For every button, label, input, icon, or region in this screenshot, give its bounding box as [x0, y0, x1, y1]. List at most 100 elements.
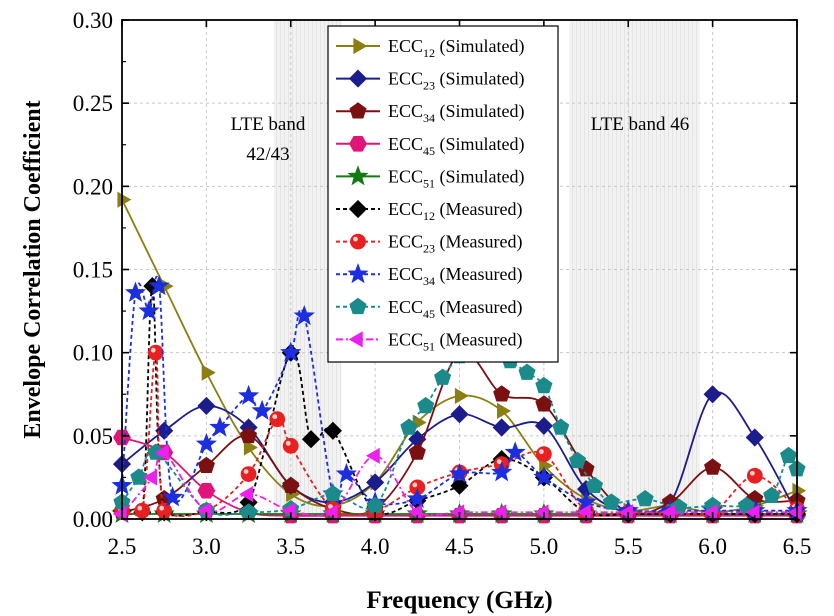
series-6-point	[269, 411, 286, 428]
series-7-point	[195, 432, 218, 454]
series-1-point	[703, 385, 722, 404]
series-3-point	[197, 482, 216, 499]
y-tick-label: 0.00	[73, 507, 113, 532]
series-6-point-highlight	[150, 347, 156, 353]
series-2-point	[493, 385, 511, 402]
series-6-point	[282, 437, 299, 454]
series-1-point	[534, 416, 553, 435]
legend-marker-2	[349, 102, 367, 119]
y-tick-label: 0.25	[73, 91, 113, 116]
series-7-point	[238, 384, 260, 405]
series-8-point	[585, 476, 604, 494]
x-tick-label: 4.0	[361, 534, 390, 559]
series-9-point	[143, 469, 158, 486]
series-6-point-highlight	[496, 459, 502, 465]
series-9-point	[450, 504, 465, 521]
series-1-point	[492, 418, 511, 437]
series-6-point-highlight	[159, 505, 165, 511]
legend-marker-0	[353, 37, 368, 55]
y-tick-label: 0.15	[73, 258, 113, 283]
series-2-point	[704, 458, 722, 475]
series-8-point	[552, 418, 570, 435]
y-axis-label: Envelope Correlation Coefficient	[20, 100, 46, 438]
series-6-point-highlight	[538, 449, 544, 455]
series-9-point	[745, 504, 760, 521]
series-8-point	[324, 485, 342, 502]
y-tick-label: 0.05	[73, 424, 113, 449]
series-0-point	[243, 439, 258, 456]
series-0-point	[201, 364, 216, 381]
x-tick-label: 5.5	[614, 534, 643, 559]
series-8-point	[535, 376, 553, 394]
series-6-point-highlight	[243, 469, 249, 474]
series-9-point	[661, 504, 676, 521]
series-7-point	[293, 304, 315, 326]
series-layer	[111, 191, 808, 524]
series-9-point	[703, 504, 718, 521]
legend-marker-3	[349, 135, 367, 152]
series-1-point	[450, 405, 469, 424]
series-8-point	[569, 451, 587, 469]
series-7-point	[148, 274, 170, 296]
series-9-point	[112, 505, 127, 523]
x-tick-label: 2.5	[108, 534, 137, 559]
series-9-point	[407, 504, 423, 521]
legend-entry-2: ECC34 (Simulated)	[388, 101, 525, 125]
series-line-5	[121, 285, 797, 517]
series-2-point	[408, 443, 426, 460]
series-8-point	[780, 446, 798, 464]
series-6-point	[535, 446, 552, 463]
band-labels: LTE band 42/43 LTE band 46	[231, 114, 690, 165]
legend-entry-6: ECC23 (Measured)	[388, 232, 522, 256]
series-2-point	[282, 476, 300, 494]
series-6-point-highlight	[137, 505, 143, 511]
series-9-point	[534, 504, 549, 521]
band-label-1: LTE band 46	[591, 114, 690, 135]
series-9-point	[197, 502, 212, 519]
series-7-point	[209, 416, 231, 437]
x-tick-label: 4.5	[445, 534, 474, 559]
series-7-point	[335, 462, 357, 484]
series-2-point	[197, 456, 215, 474]
series-6-point	[746, 467, 763, 484]
series-6-point-highlight	[285, 440, 291, 446]
legend-entry-4: ECC51 (Simulated)	[388, 166, 525, 190]
band-label-0: LTE band	[231, 114, 306, 135]
series-2-point	[240, 426, 258, 444]
legend-entry-0: ECC12 (Simulated)	[388, 36, 525, 60]
series-8-point	[636, 490, 654, 507]
x-tick-label: 6.0	[698, 534, 727, 559]
legend-marker-6	[350, 233, 366, 250]
series-5-point	[323, 421, 342, 440]
x-tick-label: 6.5	[783, 534, 812, 559]
series-9-point	[787, 504, 802, 521]
legend-marker-9	[348, 331, 363, 348]
series-7-point	[138, 299, 160, 321]
x-tick-label: 5.0	[530, 534, 559, 559]
series-8-point	[434, 368, 452, 385]
y-tick-label: 0.10	[73, 341, 113, 366]
x-axis-label: Frequency (GHz)	[366, 587, 552, 614]
series-8-point	[400, 418, 418, 435]
series-9-point	[619, 504, 633, 521]
series-8-point	[417, 396, 435, 414]
band-label-0-line2: 42/43	[246, 144, 289, 165]
series-7-point	[533, 466, 555, 487]
legend-marker-1	[348, 69, 368, 88]
series-7-point	[251, 399, 273, 420]
legend-entry-8: ECC45 (Measured)	[388, 297, 522, 321]
series-6-point	[240, 466, 257, 482]
legend-entry-9: ECC51 (Measured)	[388, 329, 522, 353]
legend-entry-1: ECC23 (Simulated)	[388, 69, 525, 93]
series-7-point	[575, 491, 597, 512]
series-8-point	[518, 363, 536, 380]
legend-entry-3: ECC45 (Simulated)	[388, 134, 525, 158]
series-6-point	[134, 502, 151, 519]
series-9-point	[365, 447, 380, 464]
series-6-point-highlight	[412, 482, 418, 488]
y-axis-ticks: 0.00 0.05 0.10 0.15 0.20 0.25 0.30	[73, 8, 797, 532]
series-7-point	[162, 486, 184, 507]
series-1-point	[745, 428, 764, 447]
series-7-point	[448, 462, 471, 484]
